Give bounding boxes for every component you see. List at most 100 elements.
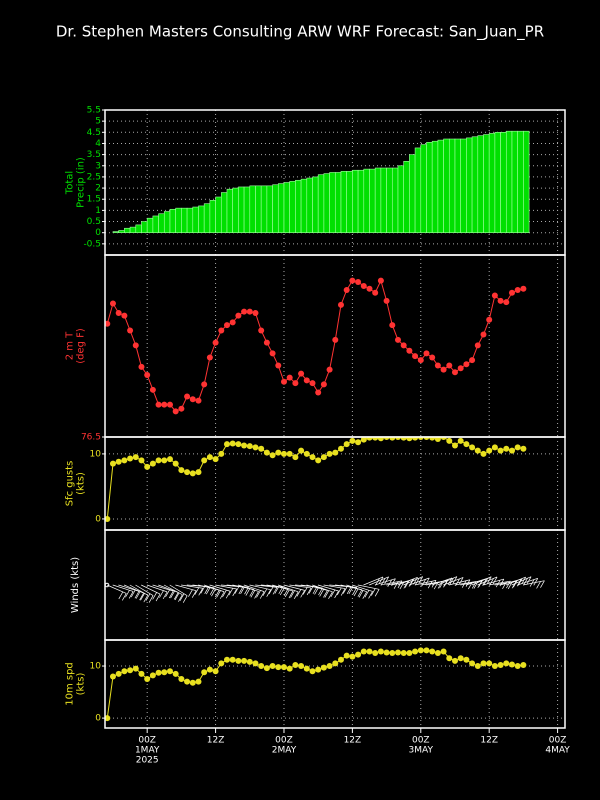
wind-barb (443, 577, 464, 586)
wind-barb (168, 590, 174, 599)
wind-barb (123, 584, 144, 594)
bar (426, 142, 433, 233)
point (241, 442, 248, 449)
bar (300, 178, 308, 233)
point (138, 670, 145, 677)
point (360, 437, 367, 443)
point (178, 405, 185, 412)
point (172, 670, 179, 677)
point (377, 277, 384, 284)
bar (454, 138, 461, 233)
wind-barb (228, 588, 234, 596)
wind-barb (146, 584, 168, 593)
point (178, 467, 185, 474)
x-tick-label: 00Z (412, 736, 430, 746)
wind-barb (533, 578, 539, 586)
bar (317, 174, 325, 233)
wind-barb (477, 576, 498, 586)
wind-barb (330, 589, 336, 598)
wind-barb (209, 584, 231, 592)
point (212, 339, 219, 346)
point (355, 278, 362, 285)
point (480, 450, 487, 457)
bar (505, 130, 513, 233)
wind-barb (357, 589, 363, 597)
bar (203, 203, 211, 233)
wind-barb (173, 592, 179, 600)
wind-barb (414, 580, 437, 586)
point (332, 336, 339, 343)
bar (346, 171, 353, 233)
wind-barb (404, 580, 410, 588)
wind-barb (302, 587, 308, 595)
point (486, 660, 493, 667)
wind-barb (232, 588, 238, 597)
point (520, 445, 527, 452)
wind-barb (403, 576, 423, 586)
x-tick-label: 00Z (275, 736, 293, 746)
wind-barb (200, 586, 206, 594)
point (241, 308, 248, 315)
point (503, 299, 510, 306)
bar (112, 231, 119, 233)
point (127, 667, 134, 674)
bar (374, 167, 382, 233)
point (315, 389, 322, 396)
bar (517, 130, 524, 233)
point (474, 447, 481, 454)
wind-barb (118, 591, 124, 600)
panel (105, 530, 559, 640)
wind-barb (380, 578, 386, 586)
point (417, 647, 424, 654)
bar (260, 185, 268, 233)
wind-barb (178, 594, 183, 602)
point (497, 297, 504, 304)
wind-barb (234, 586, 240, 594)
point (155, 669, 162, 676)
point (417, 357, 424, 364)
bar (420, 144, 427, 233)
chart-title: Dr. Stephen Masters Consulting ARW WRF F… (56, 23, 544, 42)
wind-barb (188, 589, 193, 597)
x-tick-label: 1MAY (135, 746, 160, 756)
point (343, 652, 350, 659)
wind-barb (437, 581, 443, 589)
point (389, 650, 396, 657)
wind-barb (384, 576, 389, 584)
point (189, 679, 196, 686)
wind-barb (249, 584, 271, 591)
wind-barb (540, 580, 545, 588)
point (457, 365, 464, 372)
point (349, 653, 356, 660)
point (400, 342, 407, 349)
wind-barb (238, 586, 244, 595)
point (315, 666, 322, 673)
bar (152, 215, 159, 233)
wind-barb (135, 591, 141, 599)
point (109, 673, 116, 680)
point (263, 665, 270, 672)
wind-barb (219, 591, 225, 599)
point (406, 650, 413, 657)
wind-barb (353, 588, 359, 597)
y-tick-label: 4.5 (87, 128, 101, 138)
point (218, 660, 225, 667)
wind-barb (397, 577, 418, 586)
point (252, 444, 259, 451)
point (223, 322, 230, 329)
wind-barb (378, 576, 384, 585)
point (389, 322, 396, 329)
point (161, 669, 168, 676)
wind-barb (523, 580, 545, 586)
point (474, 663, 481, 670)
point (303, 665, 310, 672)
wind-barb (255, 584, 278, 588)
wind-barb (266, 589, 272, 597)
point (463, 656, 470, 663)
point (286, 665, 293, 672)
y-tick-label: 5 (95, 117, 101, 127)
bar (186, 207, 194, 233)
point (286, 374, 293, 381)
point (263, 339, 270, 346)
wind-barb (268, 586, 274, 595)
